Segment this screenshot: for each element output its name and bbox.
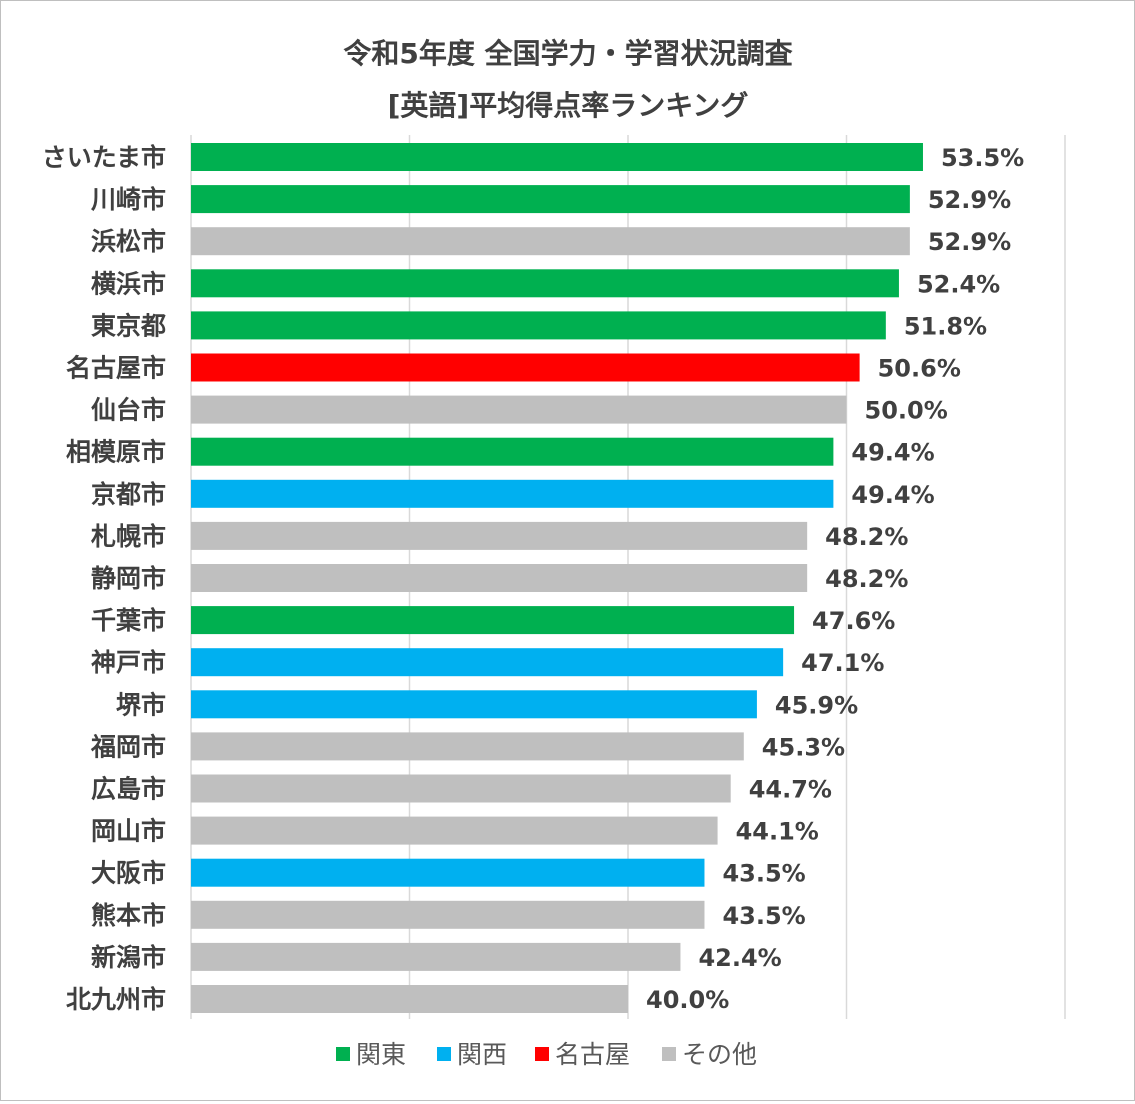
- category-label: 札幌市: [90, 522, 166, 551]
- bar: [191, 648, 784, 677]
- legend-swatch: [535, 1047, 549, 1061]
- bar: [191, 353, 860, 382]
- data-labels: 53.5% 52.9% 52.9% 52.4% 51.8% 50.6% 50.0% 49.4%…: [646, 144, 1024, 1014]
- legend-swatch: [437, 1047, 451, 1061]
- data-label: 43.5%: [722, 902, 805, 930]
- data-label: 49.4%: [851, 481, 934, 509]
- bar: [191, 900, 705, 929]
- bar: [191, 942, 681, 971]
- bar: [191, 227, 910, 256]
- bar: [191, 816, 718, 845]
- category-label: 岡山市: [91, 817, 166, 846]
- data-label: 44.1%: [736, 818, 819, 846]
- data-label: 51.8%: [904, 312, 987, 340]
- category-label: 大阪市: [91, 859, 166, 888]
- legend-label: 関西: [457, 1040, 507, 1069]
- bar: [191, 732, 744, 761]
- data-label: 42.4%: [698, 944, 781, 972]
- category-label: さいたま市: [42, 143, 166, 172]
- category-labels: さいたま市川崎市浜松市横浜市東京都名古屋市仙台市相模原市京都市札幌市静岡市千葉市…: [42, 143, 166, 1014]
- data-label: 40.0%: [646, 986, 729, 1014]
- legend-label: 名古屋: [555, 1040, 630, 1069]
- data-label: 47.6%: [812, 607, 895, 635]
- category-label: 川崎市: [91, 185, 166, 214]
- bar: [191, 143, 923, 171]
- data-label: 45.3%: [762, 733, 845, 761]
- bar: [191, 985, 628, 1013]
- category-label: 広島市: [91, 775, 166, 804]
- data-label: 48.2%: [825, 523, 908, 551]
- category-label: 京都市: [91, 480, 166, 509]
- data-label: 53.5%: [941, 144, 1024, 172]
- category-label: 東京都: [91, 311, 166, 340]
- legend-swatch: [662, 1047, 676, 1061]
- data-label: 43.5%: [722, 860, 805, 888]
- data-label: 52.4%: [917, 270, 1000, 298]
- category-label: 福岡市: [90, 732, 166, 761]
- bar: [191, 395, 847, 424]
- category-label: 北九州市: [66, 985, 166, 1014]
- bar: [191, 564, 808, 592]
- data-label: 52.9%: [928, 186, 1011, 214]
- category-label: 千葉市: [91, 606, 166, 635]
- bar: [191, 774, 731, 803]
- bar: [191, 690, 757, 719]
- data-label: 52.9%: [928, 228, 1011, 256]
- category-label: 仙台市: [91, 396, 166, 425]
- data-label: 44.7%: [749, 776, 832, 804]
- legend: 関東 関西 名古屋 その他: [336, 1040, 757, 1069]
- category-label: 堺市: [116, 690, 166, 719]
- category-label: 名古屋市: [66, 354, 166, 383]
- bar: [191, 185, 910, 214]
- chart-subtitle: [英語]平均得点率ランキング: [388, 89, 749, 122]
- bar: [191, 437, 834, 466]
- bar: [191, 479, 834, 508]
- bar: [191, 521, 808, 550]
- data-label: 48.2%: [825, 565, 908, 593]
- data-label: 50.6%: [878, 355, 961, 383]
- legend-label: 関東: [356, 1040, 406, 1069]
- category-label: 神戸市: [91, 648, 166, 677]
- bar: [191, 311, 886, 340]
- category-label: 熊本市: [91, 901, 166, 930]
- data-label: 50.0%: [865, 397, 948, 425]
- category-label: 横浜市: [91, 269, 166, 298]
- data-label: 49.4%: [851, 439, 934, 467]
- category-label: 静岡市: [91, 564, 166, 593]
- data-label: 45.9%: [775, 691, 858, 719]
- category-label: 浜松市: [91, 227, 166, 256]
- bar: [191, 269, 899, 298]
- bar: [191, 606, 795, 635]
- legend-swatch: [336, 1047, 350, 1061]
- chart-title: 令和5年度 全国学力・学習状況調査: [343, 37, 792, 70]
- category-label: 相模原市: [66, 438, 166, 467]
- legend-label: その他: [682, 1040, 757, 1069]
- data-label: 47.1%: [801, 649, 884, 677]
- chart-title-group: 令和5年度 全国学力・学習状況調査 [英語]平均得点率ランキング: [343, 37, 792, 122]
- category-label: 新潟市: [91, 943, 166, 972]
- bars: [191, 143, 923, 1013]
- bar: [191, 858, 705, 887]
